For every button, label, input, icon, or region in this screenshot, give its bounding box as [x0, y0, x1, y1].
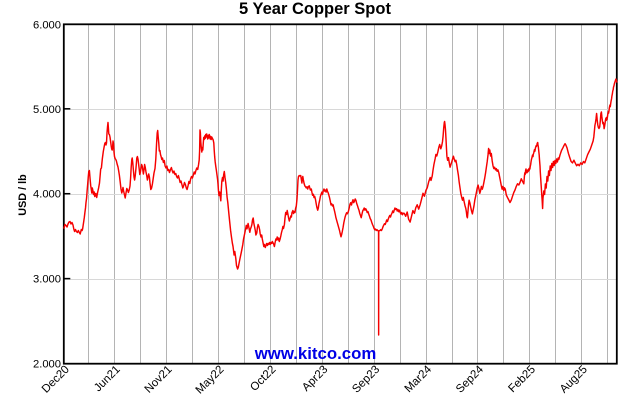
svg-text:Aug25: Aug25: [558, 364, 590, 396]
svg-text:Jun21: Jun21: [92, 364, 123, 395]
svg-text:5.000: 5.000: [33, 104, 61, 116]
svg-text:5 Year Copper Spot: 5 Year Copper Spot: [239, 0, 391, 18]
svg-text:May22: May22: [194, 364, 227, 397]
svg-text:www.kitco.com: www.kitco.com: [254, 344, 377, 363]
svg-text:Sep24: Sep24: [454, 363, 486, 395]
svg-text:USD / lb: USD / lb: [17, 174, 29, 216]
svg-text:Oct22: Oct22: [248, 364, 278, 394]
svg-text:6.000: 6.000: [33, 19, 61, 31]
svg-text:4.000: 4.000: [33, 189, 61, 201]
svg-text:Feb25: Feb25: [506, 364, 538, 396]
svg-text:Mar24: Mar24: [403, 363, 435, 395]
svg-text:2.000: 2.000: [33, 359, 61, 371]
svg-text:Nov21: Nov21: [143, 364, 175, 396]
svg-text:Apr23: Apr23: [300, 364, 330, 394]
svg-text:Sep23: Sep23: [350, 364, 382, 396]
svg-text:3.000: 3.000: [33, 274, 61, 286]
